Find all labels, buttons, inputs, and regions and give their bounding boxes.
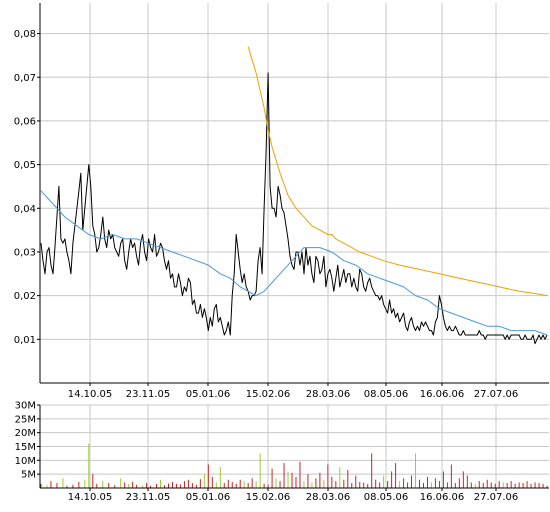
x-tick-label: 05.01.06 xyxy=(186,389,231,400)
y-tick-label: 15M xyxy=(15,442,36,453)
x-tick-label: 15.02.06 xyxy=(246,492,291,503)
y-tick-label: 5M xyxy=(21,470,36,481)
x-tick-label: 16.06.06 xyxy=(420,492,465,503)
y-tick-label: 0,02 xyxy=(14,291,36,302)
series-line-price xyxy=(40,72,548,345)
series-line-ma_short xyxy=(40,190,548,336)
x-tick-label: 23.11.05 xyxy=(126,492,171,503)
y-tick-label: 30M xyxy=(15,401,36,412)
plot-background xyxy=(40,3,549,383)
price-panel: 0,01 0,02 0,03 0,04 0,05 0,06 0,07 0,08 14.10.05… xyxy=(14,3,549,400)
y-tick-label: 0,01 xyxy=(14,335,36,346)
y-tick-label: 20M xyxy=(15,428,36,439)
x-tick-label: 27.07.06 xyxy=(474,492,519,503)
x-tick-label: 23.11.05 xyxy=(126,389,171,400)
volume-panel: 5M 10M 15M 20M 25M 30M 14.10.05 23.11.05 05.01.0… xyxy=(15,401,549,503)
y-tick-label: 0,04 xyxy=(14,204,36,215)
y-tick-label: 0,08 xyxy=(14,29,36,40)
x-tick-label: 16.06.06 xyxy=(420,389,465,400)
y-tick-label: 0,03 xyxy=(14,247,36,258)
series-line-ma_long xyxy=(247,46,548,297)
x-tick-label: 08.05.06 xyxy=(364,492,409,503)
x-tick-label: 28.03.06 xyxy=(306,389,351,400)
x-tick-label: 05.01.06 xyxy=(186,492,231,503)
y-tick-label: 0,06 xyxy=(14,116,36,127)
y-tick-label: 25M xyxy=(15,414,36,425)
y-tick-label: 10M xyxy=(15,456,36,467)
y-tick-label: 0,05 xyxy=(14,160,36,171)
x-tick-label: 15.02.06 xyxy=(246,389,291,400)
x-tick-label: 08.05.06 xyxy=(364,389,409,400)
y-tick-label: 0,07 xyxy=(14,73,36,84)
x-tick-label: 14.10.05 xyxy=(68,492,113,503)
x-tick-label: 27.07.06 xyxy=(474,389,519,400)
x-tick-label: 28.03.06 xyxy=(306,492,351,503)
x-tick-label: 14.10.05 xyxy=(68,389,113,400)
